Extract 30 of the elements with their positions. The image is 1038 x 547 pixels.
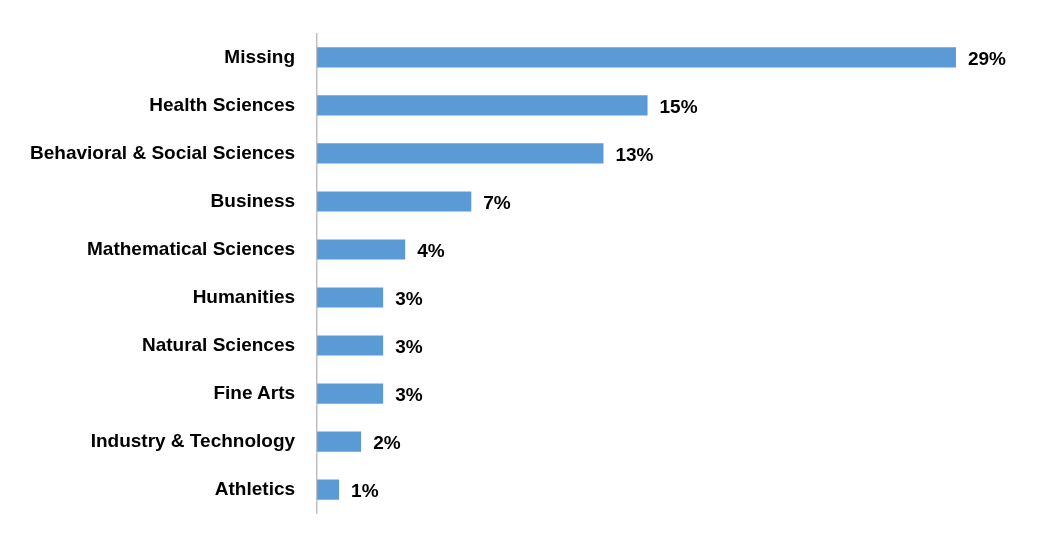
bar: [317, 95, 648, 116]
y-tick-label: Mathematical Sciences: [87, 237, 296, 259]
y-tick-label: Industry & Technology: [90, 429, 296, 451]
data-label: 2%: [373, 431, 401, 453]
bar: [317, 239, 406, 260]
data-label: 4%: [417, 239, 445, 261]
y-tick-label: Health Sciences: [149, 93, 296, 115]
y-tick-label: Athletics: [214, 477, 296, 499]
bar: [317, 47, 956, 68]
data-label: 13%: [615, 143, 654, 165]
bar: [317, 335, 384, 356]
bar: [317, 143, 604, 164]
y-tick-label: Humanities: [192, 285, 296, 307]
data-label: 29%: [967, 47, 1007, 69]
data-label: 1%: [351, 479, 379, 501]
y-tick-label: Natural Sciences: [141, 333, 296, 355]
data-label: 3%: [395, 287, 423, 309]
data-label: 3%: [395, 335, 423, 357]
bar: [317, 431, 362, 452]
y-tick-label: Behavioral & Social Sciences: [29, 141, 296, 163]
y-tick-label: Business: [210, 189, 296, 211]
data-label: 7%: [483, 191, 511, 213]
y-tick-label: Fine Arts: [213, 381, 296, 403]
y-tick-label: Missing: [224, 45, 296, 67]
bar: [317, 479, 340, 500]
data-label: 15%: [659, 95, 698, 117]
data-label: 3%: [395, 383, 423, 405]
bar: [317, 287, 384, 308]
bar: [317, 383, 384, 404]
bar: [317, 191, 472, 212]
